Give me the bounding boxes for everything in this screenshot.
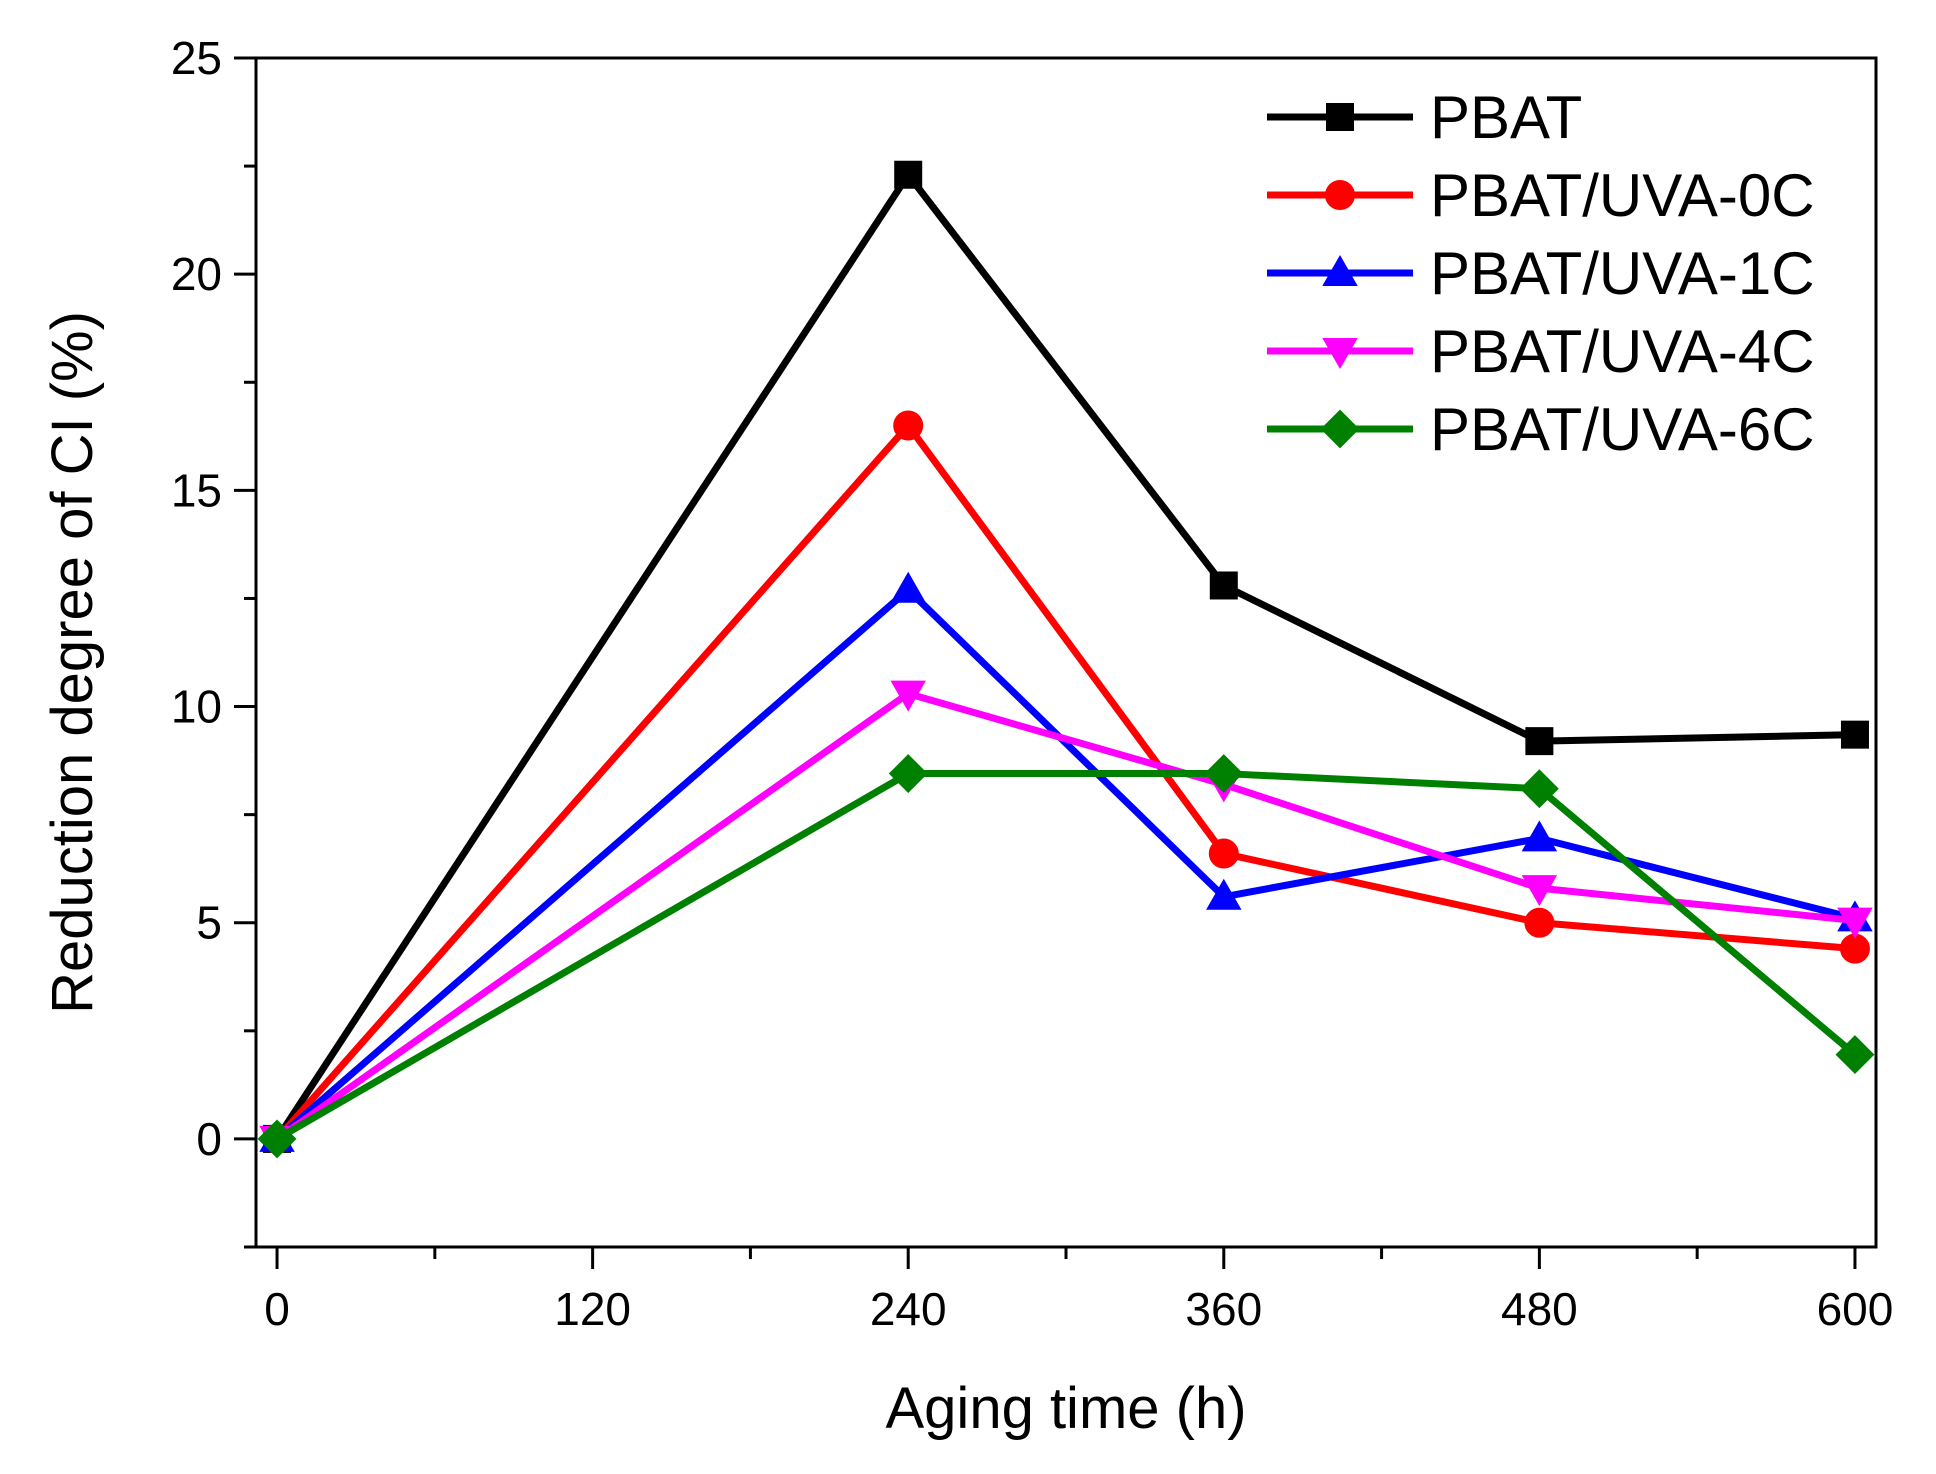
data-point (1837, 907, 1873, 939)
data-point (257, 1119, 297, 1159)
legend-label: PBAT/UVA-6C (1430, 396, 1815, 463)
legend-label: PBAT (1430, 84, 1582, 151)
x-tick-label: 360 (1185, 1283, 1262, 1335)
y-tick-label: 25 (171, 32, 222, 84)
legend: PBAT PBAT/UVA-0C PBAT/UVA-1C PBAT/UVA-4C PBA… (1267, 84, 1815, 463)
x-axis-title: Aging time (h) (885, 1376, 1246, 1441)
data-point (1204, 754, 1244, 793)
legend-item: PBAT/UVA-6C (1267, 396, 1815, 463)
legend-marker (1320, 409, 1360, 449)
legend-label: PBAT/UVA-4C (1430, 318, 1815, 385)
x-axis: 0 120 240 360 480 600 (264, 1247, 1893, 1335)
data-point (1840, 720, 1869, 749)
series-line (274, 586, 1856, 1142)
y-tick-label: 0 (196, 1113, 222, 1165)
series-1 (262, 410, 1870, 1154)
data-point (1206, 878, 1242, 910)
series-layer (257, 160, 1875, 1159)
legend-item: PBAT (1267, 84, 1582, 151)
y-axis: 0 5 10 15 20 25 (171, 32, 256, 1249)
y-tick-label: 20 (171, 248, 222, 300)
legend-item: PBAT/UVA-0C (1267, 162, 1815, 229)
legend-marker (1325, 180, 1355, 210)
plot-area (254, 56, 1878, 1249)
x-tick-label: 0 (264, 1283, 290, 1335)
data-point (1521, 875, 1558, 907)
legend-item: PBAT/UVA-4C (1267, 318, 1815, 385)
plot-frame (254, 56, 1878, 1249)
legend-marker (1326, 103, 1354, 131)
series-3 (259, 680, 1873, 1157)
x-tick-label: 240 (870, 1283, 947, 1335)
y-axis-title: Reduction degree of CI (%) (40, 311, 105, 1014)
data-point (894, 160, 923, 189)
legend-item: PBAT/UVA-1C (1267, 240, 1815, 307)
data-point (1209, 571, 1238, 600)
x-tick-label: 600 (1817, 1283, 1894, 1335)
data-point (890, 680, 926, 712)
data-point (1839, 933, 1870, 964)
data-point (893, 410, 924, 441)
data-point (1835, 1035, 1875, 1075)
series-line (275, 770, 1858, 1142)
series-line (275, 690, 1856, 1142)
legend-label: PBAT/UVA-1C (1430, 240, 1815, 307)
y-tick-label: 15 (171, 464, 222, 516)
legend-marker (1322, 338, 1358, 370)
data-point (888, 754, 928, 793)
legend-label: PBAT/UVA-0C (1430, 162, 1815, 229)
legend-marker (1322, 254, 1358, 286)
y-tick-label: 10 (171, 681, 222, 733)
y-tick-label: 5 (196, 897, 222, 949)
data-point (890, 571, 926, 603)
data-point (1521, 820, 1558, 852)
data-point (1524, 907, 1555, 938)
x-tick-label: 480 (1501, 1283, 1578, 1335)
x-tick-label: 120 (554, 1283, 631, 1335)
data-point (1525, 727, 1554, 756)
data-point (1208, 838, 1239, 869)
series-4 (257, 754, 1875, 1159)
data-point (1519, 769, 1559, 809)
